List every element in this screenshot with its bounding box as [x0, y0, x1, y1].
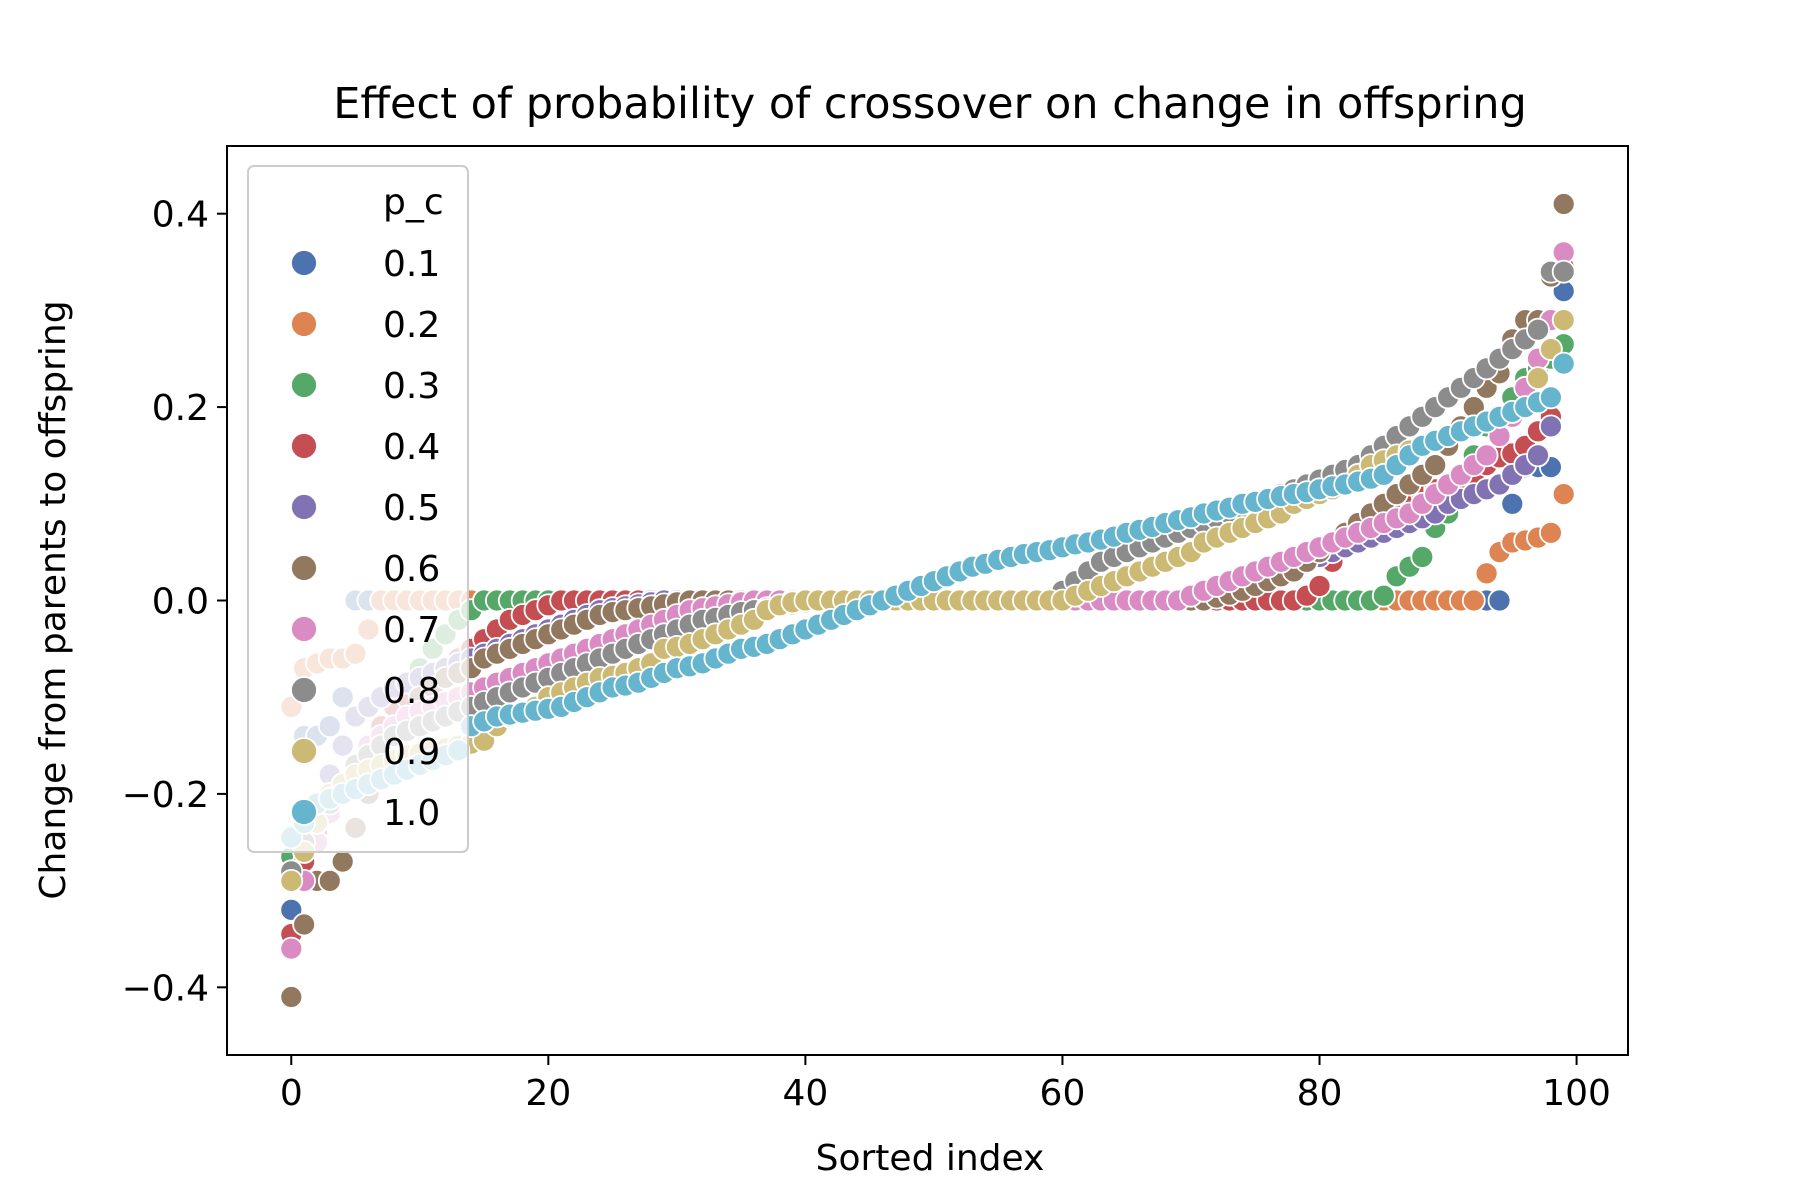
legend-label: 0.7	[383, 610, 440, 651]
x-tick-label: 80	[1297, 1073, 1343, 1114]
legend-marker	[290, 310, 318, 338]
data-point	[1551, 482, 1576, 507]
y-axis-label: Change from parents to offspring	[33, 300, 74, 899]
y-axis-ticks: −0.4 −0.2 0.0 0.2 0.4	[122, 195, 227, 1009]
legend-label: 0.2	[383, 305, 440, 346]
y-tick-label: −0.4	[122, 968, 209, 1009]
legend-marker	[290, 798, 318, 826]
x-tick-label: 0	[280, 1073, 303, 1114]
x-tick-label: 20	[525, 1073, 571, 1114]
legend-label: 1.0	[383, 793, 440, 834]
legend-label: 0.9	[383, 732, 440, 773]
legend-marker	[290, 249, 318, 277]
legend-title: p_c	[383, 182, 444, 223]
legend-label: 0.1	[383, 244, 440, 285]
y-tick-label: 0.4	[152, 195, 209, 236]
data-point	[1539, 414, 1563, 439]
data-point	[1539, 385, 1563, 410]
data-point	[1371, 583, 1396, 608]
data-point	[1461, 588, 1486, 613]
legend-label: 0.5	[383, 488, 440, 529]
y-tick-label: 0.0	[152, 582, 209, 623]
legend-marker	[290, 371, 318, 399]
data-point	[1551, 351, 1576, 376]
x-tick-label: 100	[1542, 1073, 1611, 1114]
legend-label: 0.4	[383, 427, 440, 468]
data-point	[1539, 520, 1563, 545]
legend-marker	[290, 615, 318, 643]
legend-marker	[290, 432, 318, 460]
x-axis-label: Sorted index	[816, 1138, 1045, 1179]
legend: p_c 0.1 0.2 0.3 0.4 0.5 0.6 0.7 0.8 0.9 1.0	[247, 165, 469, 853]
data-point	[317, 869, 342, 893]
data-point	[1526, 317, 1550, 342]
x-axis-ticks: 0 20 40 60 80 100	[280, 1055, 1611, 1114]
data-point	[279, 869, 304, 893]
legend-marker	[290, 554, 318, 582]
data-point	[1423, 453, 1448, 478]
x-tick-label: 40	[782, 1073, 828, 1114]
legend-label: 0.8	[383, 671, 440, 712]
data-point	[279, 985, 304, 1009]
data-point	[1551, 192, 1576, 216]
data-point	[1526, 443, 1550, 468]
data-point	[1307, 574, 1332, 598]
data-point	[1551, 259, 1576, 284]
legend-label: 0.3	[383, 366, 440, 407]
data-point	[292, 912, 317, 937]
data-point	[1474, 561, 1499, 586]
y-tick-label: −0.2	[122, 775, 209, 816]
legend-label: 0.6	[383, 549, 440, 590]
data-point	[1500, 491, 1525, 516]
legend-marker	[290, 676, 318, 704]
data-point	[1551, 308, 1576, 333]
x-tick-label: 60	[1040, 1073, 1086, 1114]
y-tick-label: 0.2	[152, 388, 209, 429]
legend-marker	[290, 493, 318, 521]
data-point	[1526, 366, 1550, 391]
legend-marker	[290, 737, 318, 765]
data-point	[1487, 588, 1512, 613]
data-point	[1474, 443, 1499, 468]
chart-title: Effect of probability of crossover on ch…	[333, 79, 1527, 129]
legend-items: 0.1 0.2 0.3 0.4 0.5 0.6 0.7 0.8 0.9 1.0	[290, 244, 440, 834]
data-point	[279, 936, 304, 961]
data-point	[330, 849, 355, 874]
data-point	[1410, 545, 1435, 569]
